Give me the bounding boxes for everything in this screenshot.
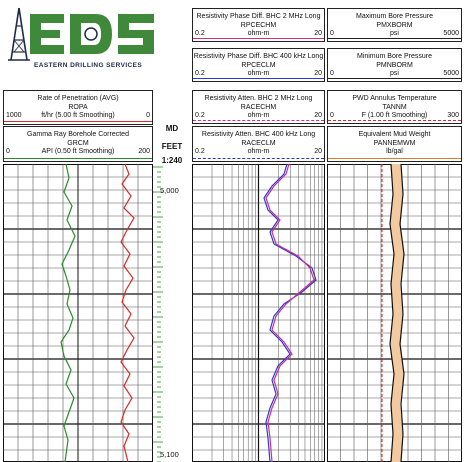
rop-max: 0 [146,112,150,119]
pannemwm-title: Equivalent Mud Weight [358,131,431,138]
max-bore-pressure-curve [399,164,405,462]
gr-max: 200 [138,148,150,155]
header-raceclm: Resistivity Atten. BHC 400 kHz Long RACE… [192,126,325,162]
pmxborm-curve-key [328,38,461,39]
pmxborm-units: psi [390,30,399,37]
left-track [3,164,153,462]
pmxborm-mnemonic: PMXBORM [376,22,413,29]
rop-curve-key [4,121,152,122]
depth-5100: 5,100 [160,450,179,459]
pmnborm-units: psi [390,70,399,77]
gr-units: API (0.50 ft Smoothing) [41,148,115,155]
resistivity-2mhz-curve [265,164,315,462]
rop-min: 1000 [6,112,22,119]
rpceclm-max: 20 [314,70,322,77]
pannemwm-curve-key [328,158,461,159]
gamma-ray-curve [60,164,76,462]
rop-mnemonic: ROPA [68,104,88,111]
header-gr: Gamma Ray Borehole Corrected GRCM 0 API … [3,126,153,162]
rpcechm-max: 20 [314,30,322,37]
gr-min: 0 [6,148,10,155]
racechm-units: ohm-m [247,112,270,119]
rop-units: ft/hr (5.00 ft Smoothing) [41,112,115,119]
header-racechm: Resistivity Atten. BHC 2 MHz Long RACECH… [192,90,325,124]
pmnborm-curve-key [328,78,461,79]
tannm-curve-key [328,120,461,121]
scale-label: 1:240 [161,156,183,165]
rpcechm-curve-key [193,38,324,39]
depth-ticks [153,166,163,462]
raceclm-min: 0.2 [195,148,205,155]
pmnborm-min: 0 [330,70,334,77]
pannemwm-units: lb/gal [386,148,403,155]
racechm-min: 0.2 [195,112,205,119]
min-bore-pressure-curve [389,164,395,462]
rpcechm-title: Resistivity Phase Diff. BHC 2 MHz Long [196,13,321,20]
tannm-min: 0 [330,112,334,119]
pannemwm-mnemonic: PANNEMWM [373,140,416,147]
depth-track [153,166,163,462]
eds-logo-letters [30,14,154,54]
rpcechm-mnemonic: RPCECHM [240,22,277,29]
header-pmnborm: Minimum Bore Pressure PMNBORM 0 psi 5000 [327,48,462,82]
pmxborm-max: 5000 [443,30,459,37]
rpceclm-curve-key [193,78,324,79]
rpcechm-units: ohm-m [247,30,270,37]
resistivity-track-grid [192,164,325,462]
mud-weight-fill [390,164,404,462]
rpceclm-title: Resistivity Phase Diff. BHC 400 kHz Long [193,53,324,60]
gr-title: Gamma Ray Borehole Corrected [27,131,129,138]
raceclm-max: 20 [314,148,322,155]
gr-curve-key [4,158,152,159]
header-pannemwm: Equivalent Mud Weight PANNEMWM lb/gal [327,126,462,162]
header-pmxborm: Maximum Bore Pressure PMXBORM 0 psi 5000 [327,8,462,42]
feet-label: FEET [161,142,183,151]
header-rpceclm: Resistivity Phase Diff. BHC 400 kHz Long… [192,48,325,82]
md-label: MD [165,124,179,133]
racechm-max: 20 [314,112,322,119]
derrick-icon [8,7,30,61]
header-rpcechm: Resistivity Phase Diff. BHC 2 MHz Long R… [192,8,325,42]
racechm-mnemonic: RACECHM [240,104,277,111]
depth-5000: 5,000 [160,186,179,195]
racechm-title: Resistivity Atten. BHC 2 MHz Long [204,95,313,102]
rop-title: Rate of Penetration (AVG) [37,95,119,102]
pmnborm-title: Minimum Bore Pressure [356,53,433,60]
rpceclm-units: ohm-m [247,70,270,77]
pmnborm-max: 5000 [443,70,459,77]
tannm-mnemonic: TANNM [382,104,407,111]
raceclm-units: ohm-m [247,148,270,155]
rpcechm-min: 0.2 [195,30,205,37]
tannm-title: PWD Annulus Temperature [352,95,437,102]
pmnborm-mnemonic: PMNBORM [376,62,413,69]
pmxborm-title: Maximum Bore Pressure [355,13,434,20]
raceclm-mnemonic: RACECLM [241,140,276,147]
pmxborm-min: 0 [330,30,334,37]
rpceclm-mnemonic: RPCECLM [241,62,276,69]
right-track [327,164,462,462]
tannm-units: F (1.00 ft Smoothing) [361,112,428,119]
tannm-max: 300 [447,112,459,119]
gr-mnemonic: GRCM [67,140,89,147]
company-logo: EASTERN DRILLING SERVICES [8,6,158,76]
rop-curve [120,164,135,462]
company-name: EASTERN DRILLING SERVICES [34,62,143,69]
header-rop: Rate of Penetration (AVG) ROPA 1000 ft/h… [3,90,153,125]
raceclm-curve-key [193,158,324,159]
resistivity-track [192,164,325,462]
raceclm-title: Resistivity Atten. BHC 400 kHz Long [201,131,316,138]
rpceclm-min: 0.2 [195,70,205,77]
header-tannm: PWD Annulus Temperature TANNM 0 F (1.00 … [327,90,462,124]
racechm-curve-key [193,120,324,121]
